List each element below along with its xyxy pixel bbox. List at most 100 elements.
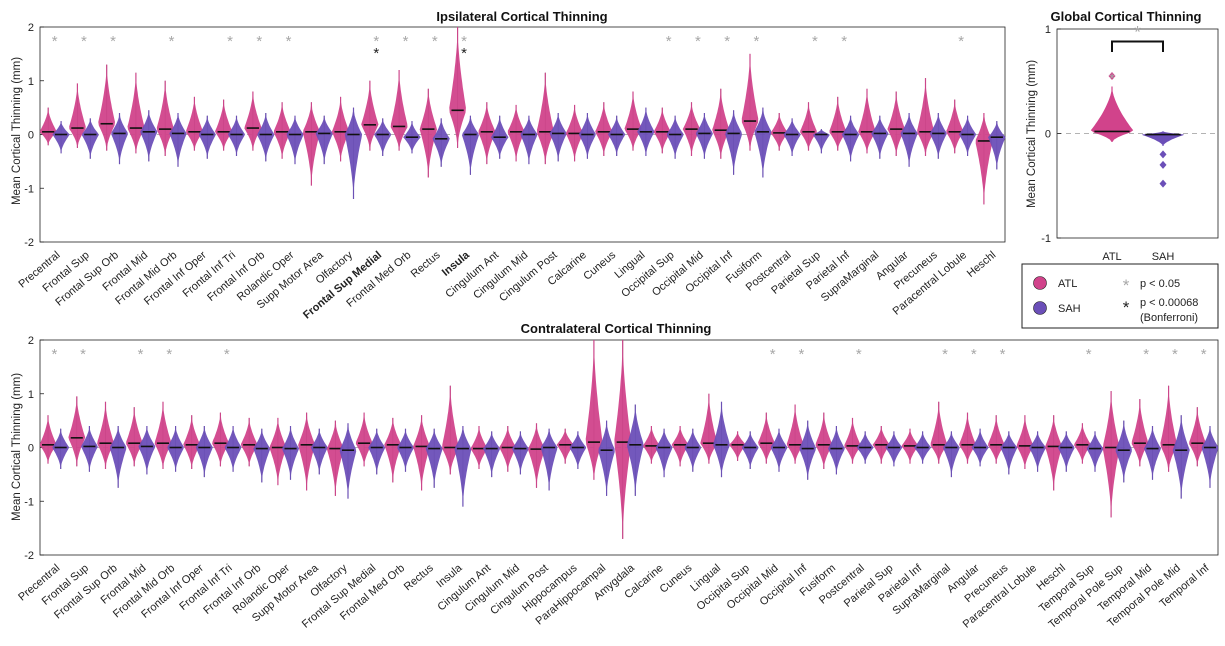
insula-bonferroni-star: *	[461, 45, 467, 62]
heschl-sah-violin	[1058, 431, 1075, 472]
precentral-sig-star: *	[51, 346, 57, 363]
contralateral-title: Contralateral Cortical Thinning	[521, 321, 712, 336]
frontal-sup-atl-violin	[68, 396, 86, 467]
precentral-sah-violin	[52, 428, 70, 469]
frontal-sup-sah-violin	[81, 426, 98, 472]
olfactory-atl-violin	[326, 420, 344, 496]
frontal-med-orb-sig-star: *	[403, 33, 409, 50]
cuneus-atl-violin	[595, 102, 613, 156]
hippocampus-atl-violin	[556, 428, 574, 464]
occipital-inf-sig-star: *	[724, 33, 730, 50]
frontal-sup-medial-sah-violin	[374, 118, 392, 156]
frontal-med-orb-atl-violin	[390, 70, 408, 151]
y-tick-label: 1	[1045, 24, 1051, 36]
precuneus-atl-violin	[917, 78, 934, 156]
frontal-mid-orb-sah-violin	[167, 426, 184, 472]
frontal-mid-orb-atl-violin	[154, 401, 172, 469]
angular-sah-violin	[900, 113, 918, 167]
global-sah-outlier	[1159, 179, 1167, 188]
frontal-mid-orb-sig-star: *	[169, 33, 175, 50]
olfactory-sah-violin	[344, 107, 363, 199]
ipsilateral-panel: Ipsilateral Cortical Thinning Mean Corti…	[11, 9, 1006, 322]
frontal-sup-sig-star: *	[81, 33, 87, 50]
cingulum-mid-sah-violin	[520, 115, 538, 165]
frontal-inf-tri-atl-violin	[212, 412, 229, 467]
frontal-inf-orb-sah-violin	[253, 428, 271, 483]
cuneus-sah-violin	[684, 428, 701, 472]
frontal-sup-orb-atl-violin	[98, 64, 115, 151]
fusiform-sah-violin	[828, 426, 845, 475]
insula-sig-star: *	[461, 33, 467, 50]
rectus-sah-violin	[425, 428, 443, 488]
postcentral-sah-violin	[783, 118, 801, 156]
frontal-inf-oper-sah-violin	[199, 115, 216, 159]
occipital-sup-sig-star: *	[666, 33, 672, 50]
global-sah-outlier	[1159, 150, 1167, 159]
y-tick-label: -2	[24, 550, 34, 562]
temporal-mid-sah-violin	[1144, 426, 1161, 480]
frontal-med-orb-sah-violin	[397, 428, 414, 472]
frontal-inf-tri-sah-violin	[228, 115, 245, 156]
rolandic-oper-atl-violin	[273, 102, 291, 159]
cingulum-ant-atl-violin	[478, 102, 495, 165]
legend-black-note: (Bonferroni)	[1140, 312, 1198, 324]
legend-atl-label: ATL	[1058, 278, 1077, 290]
y-tick-label: 1	[28, 389, 34, 401]
paracentral-lobule-atl-violin	[946, 99, 964, 154]
legend-gray-text: p < 0.05	[1140, 278, 1180, 290]
temporal-pole-sup-atl-violin	[1102, 391, 1120, 518]
frontal-sup-medial-atl-violin	[361, 80, 379, 151]
frontal-mid-sig-star: *	[138, 346, 144, 363]
occipital-sup-sah-violin	[742, 431, 759, 469]
y-tick-label: -1	[1041, 233, 1051, 245]
legend-black-text: p < 0.00068	[1140, 297, 1198, 309]
temporal-inf-sah-violin	[1201, 426, 1218, 488]
rectus-atl-violin	[413, 415, 431, 491]
supramarginal-sah-violin	[871, 115, 889, 159]
temporal-pole-mid-sig-star: *	[1172, 346, 1178, 363]
paracentral-lobule-sig-star: *	[958, 33, 964, 50]
temporal-sup-sah-violin	[1086, 431, 1104, 472]
y-tick-label: 2	[28, 335, 34, 347]
calcarine-sah-violin	[579, 113, 596, 159]
frontal-inf-orb-sig-star: *	[256, 33, 262, 50]
y-tick-label: -2	[24, 237, 34, 249]
postcentral-atl-violin	[844, 417, 861, 464]
supp-motor-area-sah-violin	[315, 115, 333, 165]
paracentral-lobule-sah-violin	[1029, 431, 1046, 472]
supp-motor-area-sah-violin	[310, 428, 328, 475]
occipital-inf-sah-violin	[725, 110, 742, 175]
x-tick-label: Rectus	[409, 249, 443, 281]
frontal-med-orb-atl-violin	[384, 417, 402, 483]
temporal-pole-mid-atl-violin	[1160, 385, 1177, 472]
frontal-mid-sah-violin	[138, 426, 156, 475]
y-tick-label: 1	[28, 76, 34, 88]
occipital-sup-sah-violin	[666, 115, 684, 159]
global-plot: -1 0 1 ATL SAH * *	[1041, 23, 1219, 263]
occipital-mid-atl-violin	[758, 412, 775, 464]
frontal-sup-medial-sah-violin	[368, 428, 386, 475]
y-tick-label: 0	[28, 443, 34, 455]
amygdala-sah-violin	[627, 404, 644, 496]
frontal-inf-oper-sah-violin	[195, 426, 213, 478]
frontal-inf-orb-sah-violin	[257, 113, 275, 162]
angular-atl-violin	[887, 91, 905, 156]
precentral-atl-violin	[39, 415, 57, 464]
temporal-pole-sup-sah-violin	[1115, 420, 1132, 483]
angular-sig-star: *	[971, 346, 977, 363]
y-tick-label: 0	[1045, 129, 1051, 141]
y-tick-label: -1	[24, 183, 34, 195]
precuneus-sah-violin	[1000, 431, 1018, 475]
rolandic-oper-sig-star: *	[286, 33, 292, 50]
cingulum-ant-sah-violin	[483, 431, 501, 478]
cingulum-ant-atl-violin	[470, 426, 488, 469]
global-atl-outlier	[1108, 72, 1116, 81]
frontal-inf-orb-atl-violin	[244, 91, 262, 151]
occipital-inf-sah-violin	[799, 420, 816, 480]
occipital-mid-sig-star: *	[770, 346, 776, 363]
temporal-pole-mid-sah-violin	[1172, 415, 1190, 499]
lingual-atl-violin	[700, 393, 718, 464]
y-tick-label: 0	[28, 130, 34, 142]
frontal-sup-orb-sah-violin	[110, 426, 127, 488]
precentral-sig-star: *	[52, 33, 58, 50]
